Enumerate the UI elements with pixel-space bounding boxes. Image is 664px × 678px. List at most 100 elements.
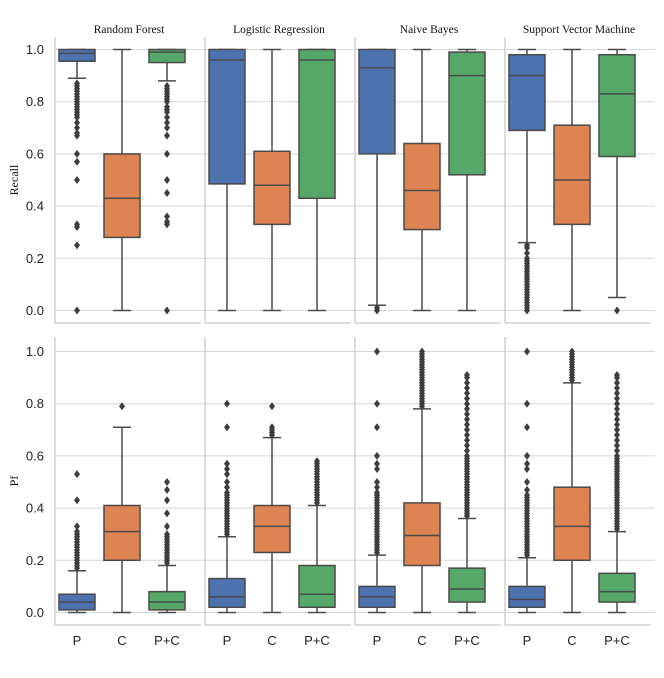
outlier-point (614, 415, 620, 424)
box-c (253, 402, 291, 614)
outlier-point (164, 131, 170, 140)
outlier-point (569, 347, 575, 356)
y-tick-label: 0.2 (26, 251, 44, 266)
iqr-box (448, 51, 486, 176)
outlier-point (464, 451, 470, 460)
outlier-point (374, 483, 380, 492)
y-tick-label: 0.0 (26, 605, 44, 620)
outlier-point (464, 420, 470, 429)
outlier-point (224, 483, 230, 492)
panel-title: Support Vector Machine (523, 24, 635, 36)
iqr-box (598, 53, 636, 158)
outlier-point (164, 113, 170, 122)
outlier-point (224, 399, 230, 408)
outlier-point (524, 491, 530, 500)
box-pplusc (298, 457, 336, 614)
box-c (553, 48, 591, 312)
outlier-point (524, 306, 530, 315)
iqr-box (208, 577, 246, 609)
outlier-point (74, 118, 80, 127)
x-tick-label: P+C (454, 633, 480, 648)
outlier-point (464, 389, 470, 398)
y-tick-label: 0.0 (26, 303, 44, 318)
box-p (358, 48, 396, 315)
iqr-box (298, 48, 336, 200)
outlier-point (374, 478, 380, 486)
outlier-point (164, 108, 170, 117)
iqr-box (103, 504, 141, 562)
outlier-point (269, 423, 275, 432)
outlier-point (614, 399, 620, 408)
x-tick-label: C (117, 633, 126, 648)
outlier-point (74, 176, 80, 184)
outlier-point (164, 176, 170, 184)
outlier-point (164, 97, 170, 106)
box-p (508, 347, 546, 614)
iqr-box (508, 585, 546, 609)
iqr-box (553, 124, 591, 226)
y-tick-label: 0.8 (26, 396, 44, 411)
x-tick-label: P (373, 633, 382, 648)
y-tick-label: 1.0 (26, 344, 44, 359)
iqr-box (148, 590, 186, 611)
outlier-point (464, 370, 470, 379)
x-tick-label: P+C (304, 633, 330, 648)
x-tick-label: P (523, 633, 532, 648)
outlier-point (614, 378, 620, 387)
outlier-point (74, 496, 80, 505)
outlier-point (164, 509, 170, 518)
outlier-point (524, 459, 530, 468)
y-tick-label: 1.0 (26, 42, 44, 57)
box-p (358, 347, 396, 614)
outlier-point (614, 431, 620, 440)
y-tick-label: 0.6 (26, 146, 44, 161)
outlier-point (164, 306, 170, 315)
box-p (208, 48, 246, 312)
y-tick-label: 0.2 (26, 553, 44, 568)
outlier-point (374, 347, 380, 356)
outlier-point (614, 425, 620, 434)
outlier-point (74, 149, 80, 158)
iqr-box (403, 142, 441, 231)
outlier-point (524, 243, 530, 252)
outlier-point (164, 496, 170, 505)
y-tick-label: 0.4 (26, 199, 44, 214)
box-p (58, 48, 96, 315)
iqr-box (598, 572, 636, 603)
outlier-point (74, 522, 80, 531)
x-tick-label: C (567, 633, 576, 648)
outlier-point (614, 384, 620, 393)
x-tick-label: P (223, 633, 232, 648)
outlier-point (314, 457, 320, 466)
outlier-point (464, 441, 470, 450)
outlier-point (374, 306, 380, 315)
outlier-point (614, 410, 620, 419)
box-pplusc (148, 48, 186, 315)
outlier-point (524, 464, 530, 473)
outlier-point (164, 530, 170, 539)
box-c (253, 48, 291, 312)
iqr-box (358, 48, 396, 155)
outlier-point (614, 446, 620, 455)
outlier-point (524, 423, 530, 432)
outlier-point (464, 436, 470, 445)
outlier-point (374, 464, 380, 473)
outlier-point (164, 118, 170, 127)
box-c (103, 402, 141, 614)
outlier-point (464, 446, 470, 455)
outlier-point (614, 394, 620, 403)
outlier-point (224, 488, 230, 497)
outlier-point (614, 420, 620, 429)
outlier-point (524, 399, 530, 408)
outlier-point (614, 451, 620, 460)
outlier-point (374, 399, 380, 408)
iqr-box (403, 502, 441, 567)
box-c (403, 48, 441, 312)
outlier-point (119, 402, 125, 411)
outlier-point (464, 431, 470, 440)
box-pplusc (598, 48, 636, 315)
outlier-point (74, 157, 80, 166)
outlier-point (164, 123, 170, 132)
outlier-point (524, 485, 530, 494)
